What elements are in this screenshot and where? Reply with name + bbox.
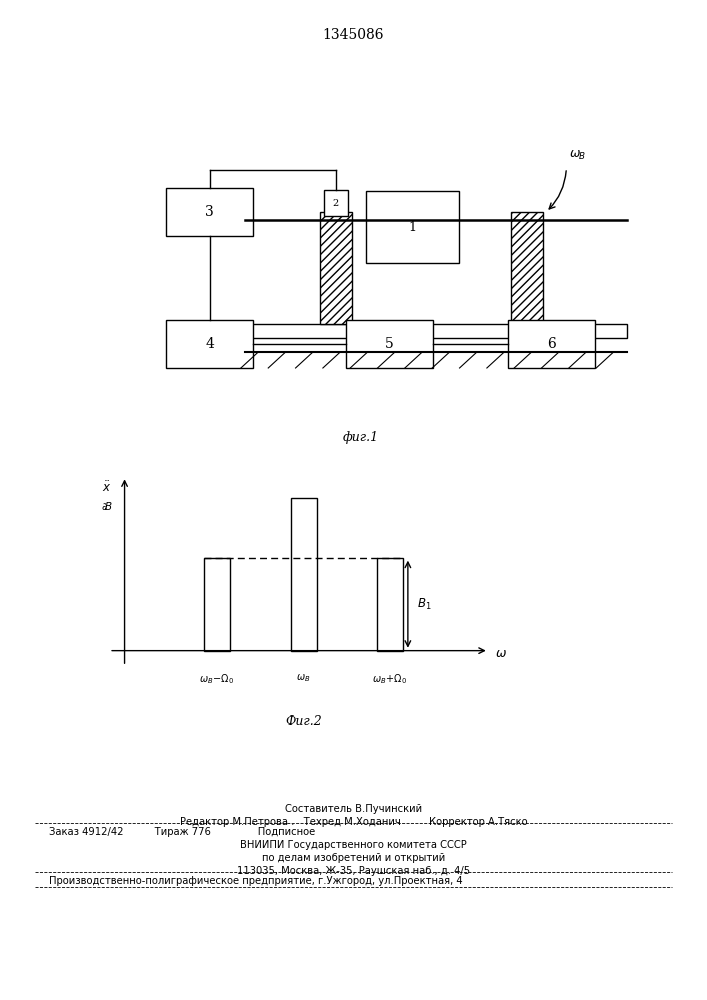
Text: $\omega_B\!-\!\Omega_0$: $\omega_B\!-\!\Omega_0$	[199, 673, 235, 686]
Bar	[320, 212, 352, 324]
Bar	[511, 212, 543, 324]
Text: $\omega_B\!+\!\Omega_0$: $\omega_B\!+\!\Omega_0$	[373, 673, 408, 686]
Text: $\partial\!B$: $\partial\!B$	[101, 500, 113, 512]
Bar	[245, 324, 627, 338]
Text: Производственно-полиграфическое предприятие, г.Ужгород, ул.Проектная, 4: Производственно-полиграфическое предприя…	[49, 876, 463, 886]
Text: $\omega$: $\omega$	[495, 647, 507, 660]
Bar	[377, 558, 403, 651]
Text: 5: 5	[385, 337, 394, 351]
Bar	[166, 320, 253, 368]
Text: Заказ 4912/42          Тираж 776               Подписное: Заказ 4912/42 Тираж 776 Подписное	[49, 827, 316, 837]
Text: $B_1$: $B_1$	[417, 597, 432, 612]
Text: 1345086: 1345086	[323, 28, 384, 42]
Bar	[325, 190, 348, 216]
Text: Редактор М.Петрова .   Техред М.Ходанич         Корректор А.Тяско: Редактор М.Петрова . Техред М.Ходанич Ко…	[180, 817, 527, 827]
Text: 113035, Москва, Ж-35, Раушская наб., д. 4/5: 113035, Москва, Ж-35, Раушская наб., д. …	[237, 866, 470, 876]
Text: фиг.1: фиг.1	[342, 431, 379, 444]
Text: 2: 2	[333, 198, 339, 208]
Bar	[508, 320, 595, 368]
Bar	[346, 320, 433, 368]
Bar	[366, 191, 459, 263]
Bar	[166, 188, 253, 236]
Text: 1: 1	[409, 221, 416, 234]
Text: ВНИИПИ Государственного комитета СССР: ВНИИПИ Государственного комитета СССР	[240, 840, 467, 850]
Bar	[291, 498, 317, 651]
Text: $\omega_{\!B}$: $\omega_{\!B}$	[569, 149, 586, 162]
Text: 6: 6	[547, 337, 556, 351]
Text: Составитель В.Пучинский: Составитель В.Пучинский	[285, 804, 422, 814]
Text: Фиг.2: Фиг.2	[285, 715, 322, 728]
Text: $\ddot{x}$: $\ddot{x}$	[102, 480, 111, 495]
Text: $\omega_B$: $\omega_B$	[296, 673, 311, 684]
Text: 4: 4	[206, 337, 214, 351]
Text: 3: 3	[206, 205, 214, 219]
Bar	[204, 558, 230, 651]
Text: по делам изобретений и открытий: по делам изобретений и открытий	[262, 853, 445, 863]
